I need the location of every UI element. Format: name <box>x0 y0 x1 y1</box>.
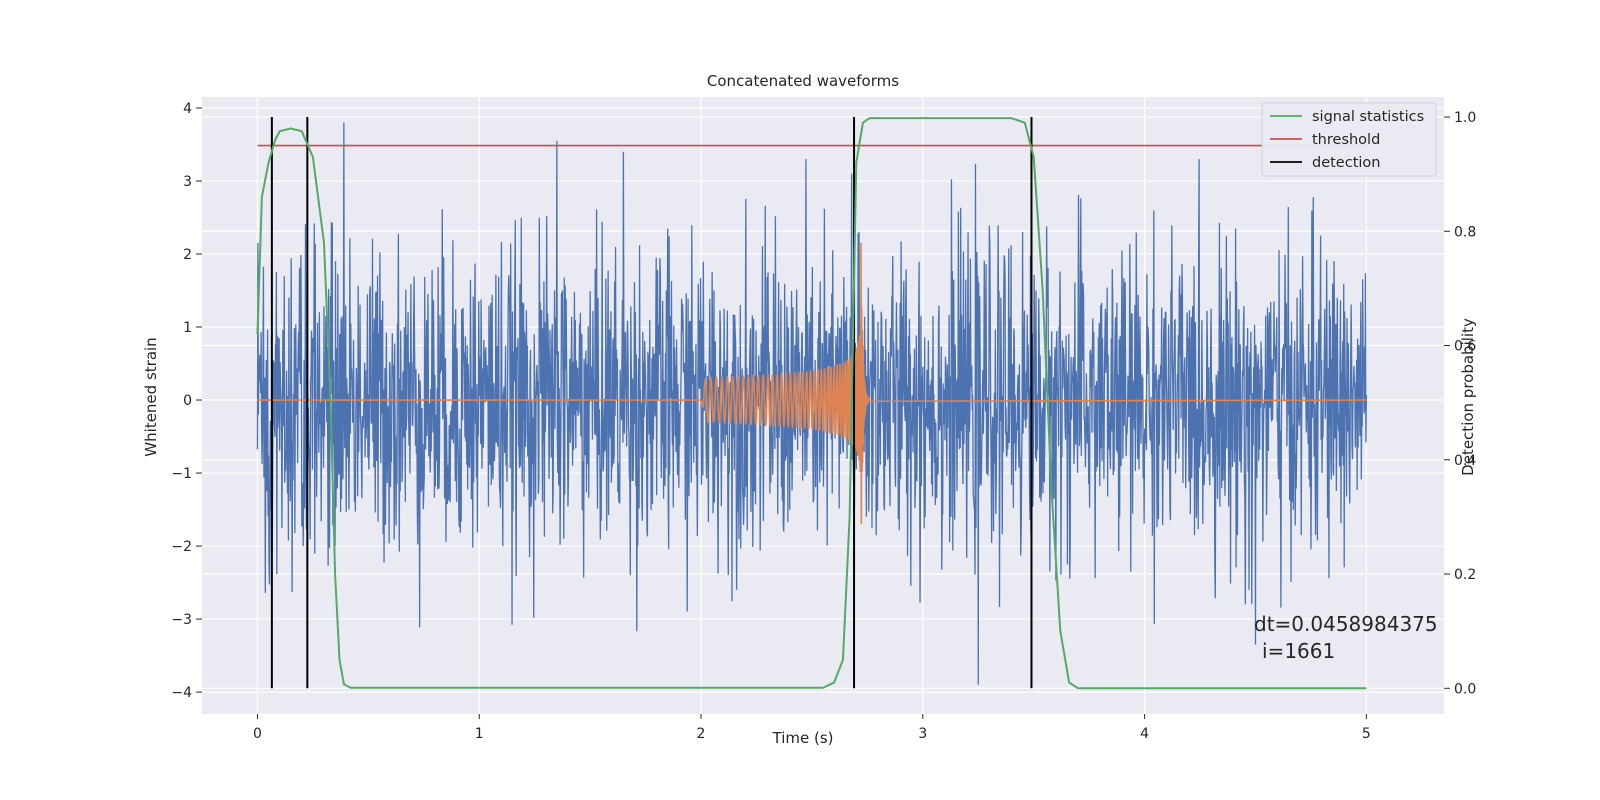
axis-ticks: 0 1 2 3 4 5 −4 −3 −2 −1 0 1 2 3 4 0.0 0.2 0.4 0.6 0.8 1.0 <box>171 101 1476 742</box>
y-tick-label-left: −4 <box>171 685 192 701</box>
y-tick-label-right: 1.0 <box>1454 110 1476 126</box>
chart-title: Concatenated waveforms <box>707 72 899 90</box>
y-tick-label-left: −3 <box>171 612 192 628</box>
injected-waveform-series <box>257 242 1367 525</box>
y-tick-label-left: 4 <box>183 101 192 117</box>
x-tick-label: 0 <box>253 726 262 742</box>
annotation: dt=0.0458984375 i=1661 <box>1254 612 1438 663</box>
annotation-line-1: dt=0.0458984375 <box>1254 612 1438 636</box>
annotation-line-2: i=1661 <box>1262 639 1335 663</box>
legend-label-signal-statistics: signal statistics <box>1312 109 1424 125</box>
y-tick-label-left: 2 <box>183 247 192 263</box>
y-axis-label-left: Whitened strain <box>142 337 160 456</box>
y-tick-label-left: 3 <box>183 174 192 190</box>
y-tick-label-left: 0 <box>183 393 192 409</box>
signal-statistics-series <box>256 117 1367 690</box>
x-tick-label: 2 <box>697 726 706 742</box>
x-axis-label: Time (s) <box>772 729 834 747</box>
legend-label-detection: detection <box>1312 155 1380 171</box>
legend: signal statistics threshold detection <box>1261 102 1437 177</box>
x-tick-label: 3 <box>918 726 927 742</box>
y-axis-label-right: Detection probability <box>1459 318 1477 476</box>
y-tick-label-right: 0.4 <box>1454 453 1476 469</box>
y-tick-label-left: 1 <box>183 320 192 336</box>
y-tick-label-right: 0.2 <box>1454 567 1476 583</box>
y-tick-label-right: 0.0 <box>1454 681 1476 697</box>
x-tick-label: 5 <box>1362 726 1371 742</box>
plot-series <box>256 116 1368 690</box>
y-tick-label-left: −2 <box>171 539 192 555</box>
y-tick-label-left: −1 <box>171 466 192 482</box>
y-tick-label-right: 0.8 <box>1454 224 1476 240</box>
x-tick-label: 1 <box>475 726 484 742</box>
y-tick-label-right: 0.6 <box>1454 339 1476 355</box>
legend-label-threshold: threshold <box>1312 132 1380 148</box>
legend-box <box>1261 102 1437 177</box>
x-tick-label: 4 <box>1140 726 1149 742</box>
